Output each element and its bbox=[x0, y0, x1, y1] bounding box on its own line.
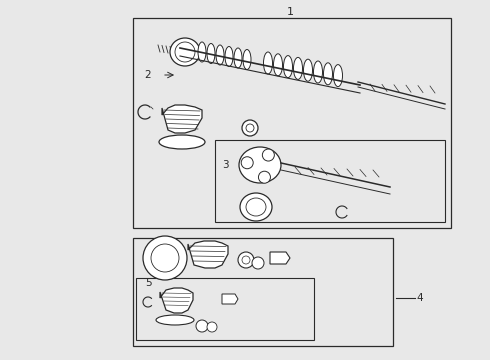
Circle shape bbox=[143, 236, 187, 280]
Circle shape bbox=[262, 149, 274, 161]
Circle shape bbox=[242, 256, 250, 264]
Ellipse shape bbox=[284, 55, 293, 78]
Ellipse shape bbox=[294, 57, 302, 80]
Ellipse shape bbox=[225, 46, 233, 67]
Polygon shape bbox=[160, 288, 193, 313]
Text: 5: 5 bbox=[145, 278, 151, 288]
Polygon shape bbox=[188, 241, 228, 268]
Circle shape bbox=[242, 120, 258, 136]
Ellipse shape bbox=[170, 38, 200, 66]
Bar bbox=[215, 140, 445, 222]
Ellipse shape bbox=[159, 135, 205, 149]
Ellipse shape bbox=[264, 52, 272, 74]
Ellipse shape bbox=[323, 63, 333, 85]
Bar bbox=[136, 278, 314, 340]
Polygon shape bbox=[222, 294, 238, 304]
Ellipse shape bbox=[234, 48, 242, 68]
Circle shape bbox=[207, 322, 217, 332]
Ellipse shape bbox=[156, 315, 194, 325]
Ellipse shape bbox=[216, 45, 224, 65]
Circle shape bbox=[246, 124, 254, 132]
Circle shape bbox=[151, 244, 179, 272]
Ellipse shape bbox=[239, 147, 281, 183]
Ellipse shape bbox=[240, 193, 272, 221]
Polygon shape bbox=[270, 252, 290, 264]
Text: 3: 3 bbox=[221, 160, 228, 170]
Circle shape bbox=[241, 157, 253, 169]
Ellipse shape bbox=[243, 50, 251, 69]
Text: 2: 2 bbox=[145, 70, 151, 80]
Ellipse shape bbox=[207, 44, 215, 63]
Text: 1: 1 bbox=[287, 7, 294, 17]
Ellipse shape bbox=[175, 42, 195, 62]
Bar bbox=[133, 18, 451, 228]
Circle shape bbox=[258, 171, 270, 183]
Circle shape bbox=[238, 252, 254, 268]
Circle shape bbox=[196, 320, 208, 332]
Ellipse shape bbox=[303, 59, 313, 81]
Ellipse shape bbox=[198, 42, 206, 62]
Ellipse shape bbox=[334, 64, 343, 87]
Polygon shape bbox=[162, 105, 202, 133]
Ellipse shape bbox=[314, 61, 322, 83]
Ellipse shape bbox=[273, 54, 283, 76]
Ellipse shape bbox=[246, 198, 266, 216]
Bar bbox=[133, 238, 393, 346]
Circle shape bbox=[252, 257, 264, 269]
Text: 4: 4 bbox=[416, 293, 423, 303]
